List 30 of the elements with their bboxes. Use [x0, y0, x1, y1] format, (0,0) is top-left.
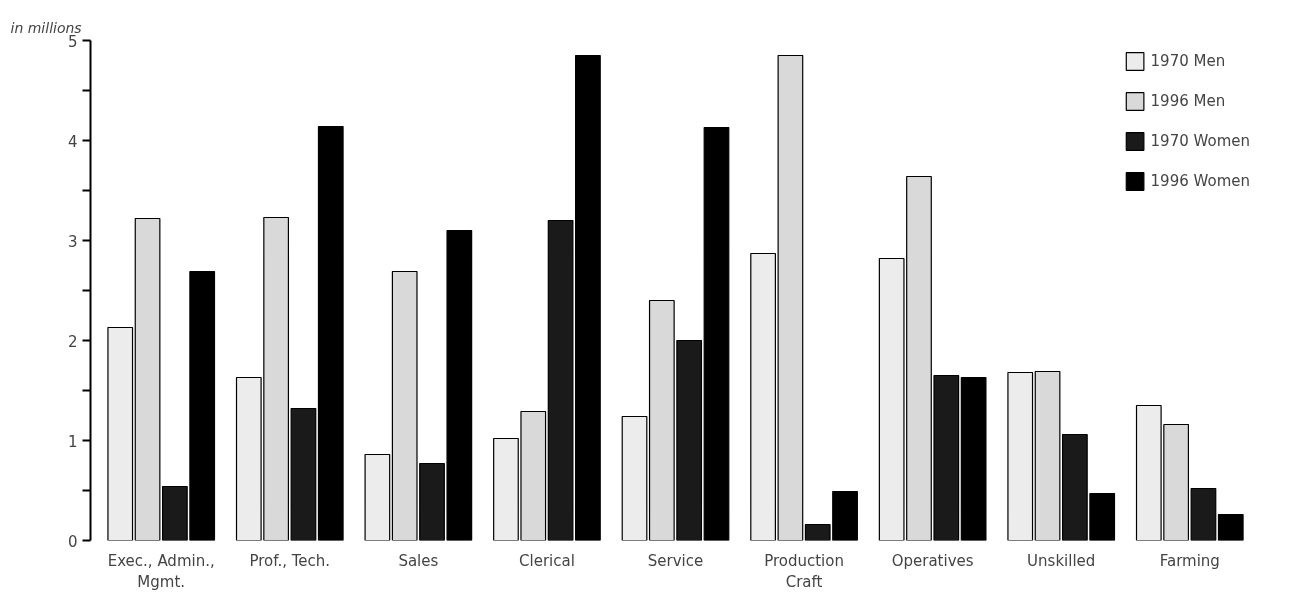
- y-tick-label: 3: [67, 232, 78, 251]
- bar: [1217, 513, 1244, 541]
- legend-label: 1996 Women: [1150, 172, 1250, 190]
- y-tick-label: 4: [67, 132, 78, 151]
- bar: [364, 453, 391, 541]
- bar: [107, 326, 134, 541]
- bar: [290, 407, 317, 541]
- x-tick-label: Clerical: [519, 551, 575, 570]
- bar: [960, 376, 987, 541]
- legend-label: 1970 Women: [1150, 132, 1250, 150]
- x-tick-label: Exec., Admin., Mgmt.: [107, 551, 215, 592]
- y-tick-label: 0: [67, 532, 78, 551]
- x-tick-label: Prof., Tech.: [249, 551, 331, 570]
- x-tick-label: Sales: [398, 551, 439, 570]
- bar: [703, 126, 730, 541]
- x-tick-label: Farming: [1159, 551, 1220, 570]
- x-tick-label: Unskilled: [1027, 551, 1096, 570]
- x-tick-label: Operatives: [891, 551, 974, 570]
- x-tick-label: Service: [647, 551, 704, 570]
- legend-label: 1970 Men: [1150, 52, 1226, 70]
- bar: [1034, 370, 1061, 541]
- bar: [621, 415, 648, 541]
- x-tick-label: Production Craft: [764, 551, 844, 592]
- y-tick-label: 1: [67, 432, 78, 451]
- bar: [1007, 371, 1034, 541]
- bar: [1190, 487, 1217, 541]
- y-tick-label: 2: [67, 332, 78, 351]
- legend-label: 1996 Men: [1150, 92, 1226, 110]
- bar: [134, 217, 161, 541]
- bar: [317, 125, 344, 541]
